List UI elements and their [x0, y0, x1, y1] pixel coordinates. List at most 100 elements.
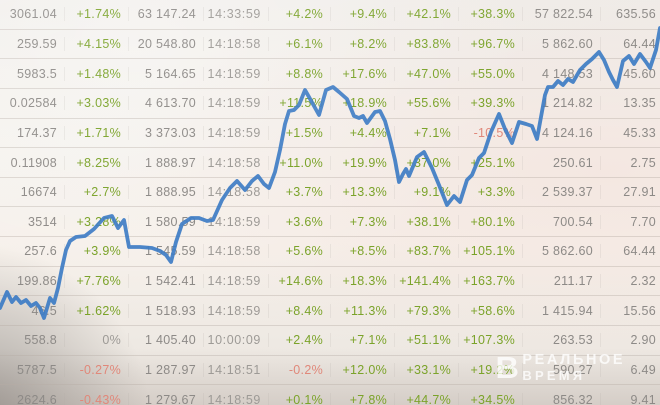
table-cell: 9.41	[600, 392, 660, 405]
table-cell: 14:18:59	[203, 66, 268, 81]
table-cell: 10:00:09	[203, 333, 268, 348]
table-cell: +6.1%	[268, 36, 330, 51]
table-cell: +7.1%	[394, 125, 458, 140]
table-cell: 4 613.70	[128, 96, 203, 111]
table-cell: +1.62%	[64, 303, 128, 318]
table-cell: 57 822.54	[522, 7, 600, 22]
quote-row[interactable]: 558.8 0% 1 405.40 10:00:09 +2.4% +7.1% +51.1% +…	[0, 326, 660, 356]
table-cell: +17.6%	[330, 66, 394, 81]
table-cell: +3.6%	[268, 214, 330, 229]
table-cell: +3.28%	[64, 214, 128, 229]
table-cell: 0.02584	[9, 96, 57, 111]
quote-row[interactable]: 2624.6 -0.43% 1 279.67 14:18:59 +0.1% +7.8% +4…	[0, 385, 660, 405]
table-cell: 856.32	[522, 392, 600, 405]
table-cell: 7.70	[600, 214, 660, 229]
table-cell: 199.86	[16, 274, 57, 289]
table-cell: 14:33:59	[203, 7, 268, 22]
table-cell: +13.3%	[330, 185, 394, 200]
table-cell: +34.5%	[458, 392, 522, 405]
table-cell: +18.3%	[330, 274, 394, 289]
table-cell: +7.76%	[64, 274, 128, 289]
table-cell: +3.9%	[64, 244, 128, 259]
table-cell: 700.54	[522, 214, 600, 229]
quote-row[interactable]: 46.5 +1.62% 1 518.93 14:18:59 +8.4% +11.3% +79…	[0, 296, 660, 327]
quote-row[interactable]: 257.6 +3.9% 1 545.59 14:18:58 +5.6% +8.5% +83.…	[0, 237, 660, 267]
table-cell: 2 539.37	[522, 185, 600, 200]
quote-row[interactable]: 0.02584 +3.03% 4 613.70 14:18:59 +11.5% +18.9…	[0, 89, 660, 119]
table-cell: +1.71%	[64, 125, 128, 140]
table-cell: 1 279.67	[128, 392, 203, 405]
table-cell: +1.5%	[268, 125, 330, 140]
table-cell: +55.6%	[394, 96, 458, 111]
table-cell: +4.4%	[330, 125, 394, 140]
table-cell: 3061.04	[9, 7, 57, 22]
quote-row[interactable]: 199.86 +7.76% 1 542.41 14:18:59 +14.6% +18.3%…	[0, 267, 660, 297]
quote-row[interactable]: 174.37 +1.71% 3 373.03 14:18:59 +1.5% +4.4% +7…	[0, 119, 660, 149]
table-cell: +7.8%	[330, 392, 394, 405]
table-cell: +79.3%	[394, 303, 458, 318]
table-cell: +19.2%	[458, 363, 522, 377]
table-cell: 14:18:59	[203, 392, 268, 405]
table-cell: +38.3%	[458, 7, 522, 22]
table-cell: +2.4%	[268, 333, 330, 348]
table-cell: 2.32	[600, 274, 660, 289]
watermark: В РЕАЛЬНОЕ ВРЕМЯ	[495, 352, 625, 383]
table-cell: +37.0%	[394, 155, 458, 170]
table-cell: 211.17	[522, 274, 600, 289]
table-cell: +4.15%	[64, 36, 128, 51]
table-cell: 14:18:51	[203, 363, 268, 377]
table-cell: 14:18:59	[203, 125, 268, 140]
table-cell: 2.75	[600, 155, 660, 170]
table-cell: +3.7%	[268, 185, 330, 200]
table-cell: 1 287.97	[128, 363, 203, 377]
watermark-text: РЕАЛЬНОЕ ВРЕМЯ	[522, 353, 625, 383]
table-cell: +8.8%	[268, 66, 330, 81]
table-cell: +42.1%	[394, 7, 458, 22]
quote-row[interactable]: 5983.5 +1.48% 5 164.65 14:18:59 +8.8% +17.6% +…	[0, 59, 660, 89]
table-cell: +19.9%	[330, 155, 394, 170]
table-cell: 16674	[20, 185, 57, 200]
table-cell: +8.5%	[330, 244, 394, 259]
table-cell: +33.1%	[394, 363, 458, 377]
table-cell: 5983.5	[16, 66, 57, 81]
table-cell: +55.0%	[458, 66, 522, 81]
quote-row[interactable]: 16674 +2.7% 1 888.95 14:18:58 +3.7% +13.3% +9.…	[0, 178, 660, 208]
table-cell: +44.7%	[394, 392, 458, 405]
table-cell: -0.27%	[64, 363, 128, 377]
table-cell: 64.44	[600, 36, 660, 51]
quote-row[interactable]: 5787.5 -0.27% 1 287.97 14:18:51 -0.2% +12.0% +…	[0, 356, 660, 386]
table-cell: +38.1%	[394, 214, 458, 229]
table-cell: 14:18:59	[203, 214, 268, 229]
table-cell: 1 580.59	[128, 214, 203, 229]
table-cell: +83.8%	[394, 36, 458, 51]
table-cell: 20 548.80	[128, 36, 203, 51]
table-cell: 0%	[64, 333, 128, 348]
table-cell: +12.0%	[330, 363, 394, 377]
watermark-brand-line2: ВРЕМЯ	[522, 368, 586, 384]
table-cell: +1.48%	[64, 66, 128, 81]
table-cell: +14.6%	[268, 274, 330, 289]
table-cell: 5 164.65	[128, 66, 203, 81]
table-cell: +3.3%	[458, 185, 522, 200]
table-cell: +83.7%	[394, 244, 458, 259]
quote-row[interactable]: 3514 +3.28% 1 580.59 14:18:59 +3.6% +7.3% +38.…	[0, 207, 660, 238]
table-cell: +11.0%	[268, 155, 330, 170]
table-cell: +8.25%	[64, 155, 128, 170]
table-cell: 1 888.97	[128, 155, 203, 170]
table-cell: 14:18:59	[203, 274, 268, 289]
table-cell: 1 542.41	[128, 274, 203, 289]
quote-row[interactable]: 0.11908 +8.25% 1 888.97 14:18:58 +11.0% +19.9…	[0, 148, 660, 178]
table-cell: +9.4%	[330, 7, 394, 22]
table-cell: -10.5%	[458, 125, 522, 140]
table-cell: -0.43%	[64, 392, 128, 405]
quote-row[interactable]: 259.59 +4.15% 20 548.80 14:18:58 +6.1% +8.2% +…	[0, 30, 660, 60]
table-cell: +107.3%	[458, 333, 522, 348]
table-cell: 5 862.60	[522, 36, 600, 51]
table-cell: 1 405.40	[128, 333, 203, 348]
table-cell: +0.1%	[268, 392, 330, 405]
table-cell: +5.6%	[268, 244, 330, 259]
table-cell: +9.1%	[394, 185, 458, 200]
quote-row[interactable]: 3061.04 +1.74% 63 147.24 14:33:59 +4.2% +9.4%…	[0, 0, 660, 30]
table-cell: 14:18:58	[203, 36, 268, 51]
